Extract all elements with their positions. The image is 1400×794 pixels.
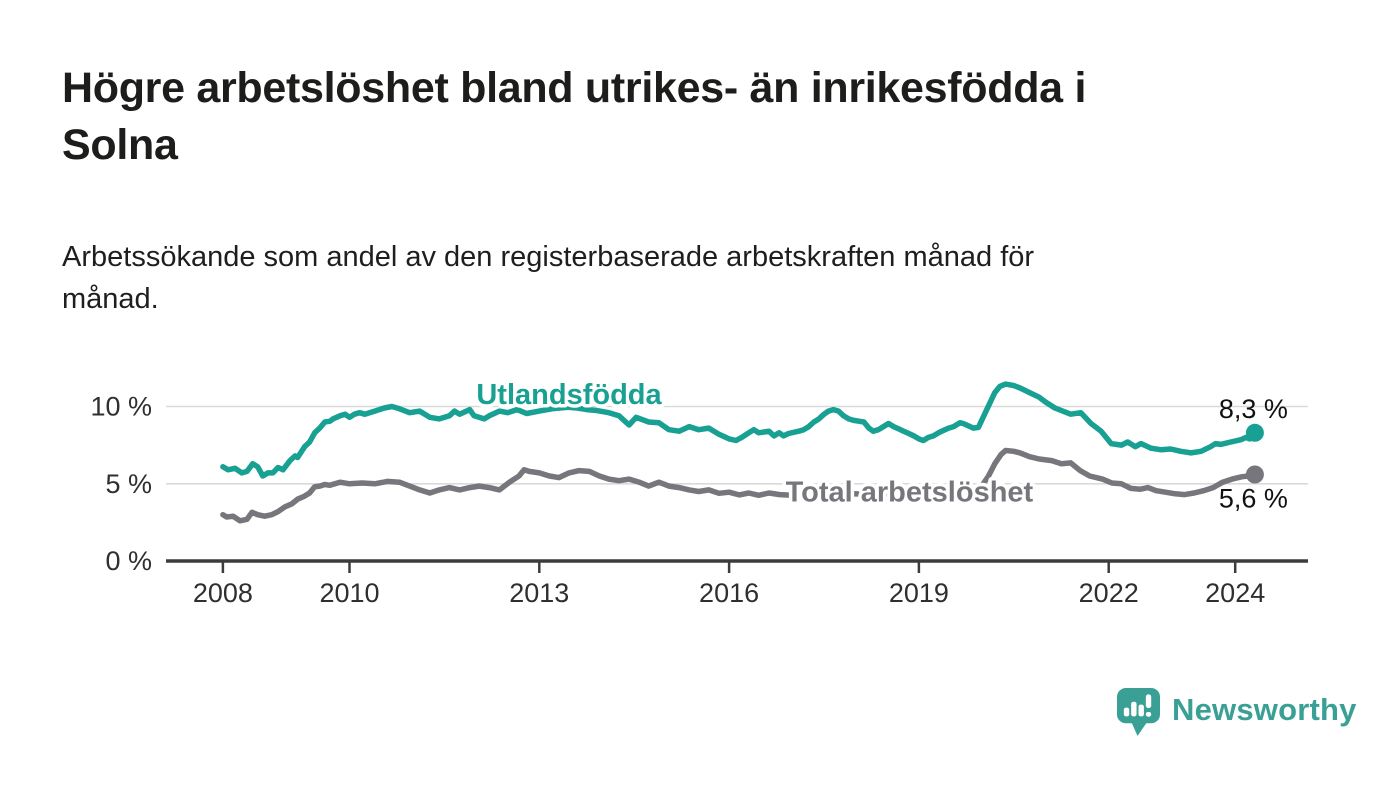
end-dot-utlandsfodda bbox=[1245, 423, 1264, 442]
series-label-total-arbetsloshet: Total arbetslöshet bbox=[786, 477, 1034, 509]
series-line-total-arbetsloshet bbox=[220, 447, 1258, 524]
unemployment-line-chart: 0 % 5 % 10 % 2008 2010 2013 2016 2019 2022 2024 Ut… bbox=[90, 376, 1308, 608]
subtitle-line-2: månad. bbox=[62, 283, 159, 316]
y-tick-label: 0 % bbox=[105, 546, 152, 576]
title-line-2: Solna bbox=[62, 121, 178, 170]
x-tick-label: 2022 bbox=[1079, 578, 1139, 608]
series-label-utlandsfodda: Utlandsfödda bbox=[476, 379, 662, 411]
x-tick-label: 2016 bbox=[699, 578, 759, 608]
logo-bars-icon bbox=[1123, 694, 1152, 717]
y-tick-label: 10 % bbox=[90, 392, 152, 422]
page-title: Högre arbetslöshet bland utrikes- än inr… bbox=[62, 60, 1362, 174]
end-value-label-utlandsfodda: 8,3 % bbox=[1219, 394, 1288, 424]
x-tick-label: 2024 bbox=[1205, 578, 1265, 608]
x-tick-label: 2013 bbox=[509, 578, 569, 608]
series-line-utlandsfodda bbox=[220, 381, 1258, 479]
title-line-1: Högre arbetslöshet bland utrikes- än inr… bbox=[62, 64, 1087, 112]
x-tick-label: 2019 bbox=[889, 578, 949, 608]
end-value-label-total-arbetsloshet: 5,6 % bbox=[1219, 484, 1288, 514]
x-tick-label: 2010 bbox=[319, 578, 379, 608]
page-subtitle: Arbetssökande som andel av den registerb… bbox=[62, 236, 1312, 320]
subtitle-line-1: Arbetssökande som andel av den registerb… bbox=[62, 241, 1035, 273]
newsworthy-logo-icon bbox=[1116, 688, 1161, 736]
newsworthy-logo-text: Newsworthy bbox=[1172, 692, 1357, 727]
logo-bubble-tail bbox=[1130, 720, 1149, 736]
y-tick-label: 5 % bbox=[105, 469, 152, 499]
end-dot-total-arbetsloshet bbox=[1245, 465, 1264, 484]
logo-bubble bbox=[1116, 688, 1161, 724]
newsworthy-logo: Newsworthy bbox=[1116, 687, 1357, 737]
x-tick-label: 2008 bbox=[193, 578, 253, 608]
